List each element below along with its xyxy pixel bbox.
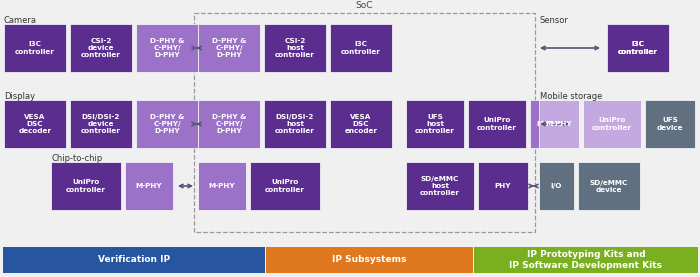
Bar	[583, 100, 641, 148]
Text: SD/eMMC
device: SD/eMMC device	[590, 179, 628, 193]
Text: SoC: SoC	[356, 1, 373, 10]
Text: D-PHY &
C-PHY/
D-PHY: D-PHY & C-PHY/ D-PHY	[150, 38, 184, 58]
Bar	[3, 247, 265, 273]
Text: Verification IP: Verification IP	[97, 255, 170, 265]
Bar	[70, 100, 132, 148]
Text: UFS
host
controller: UFS host controller	[415, 114, 455, 134]
Text: I3C
controller: I3C controller	[618, 42, 658, 55]
Text: VESA
DSC
encoder: VESA DSC encoder	[344, 114, 377, 134]
Bar	[474, 247, 698, 273]
Text: UniPro
controller: UniPro controller	[592, 117, 632, 130]
Bar	[198, 24, 260, 72]
Bar	[266, 247, 472, 273]
Text: Display: Display	[4, 92, 35, 101]
Text: M-PHY: M-PHY	[136, 183, 162, 189]
Text: Mobile storage: Mobile storage	[540, 92, 603, 101]
Text: I3C
controller: I3C controller	[618, 42, 658, 55]
Text: D-PHY &
C-PHY/
D-PHY: D-PHY & C-PHY/ D-PHY	[212, 114, 246, 134]
Text: CSI-2
device
controller: CSI-2 device controller	[81, 38, 121, 58]
Text: DSI/DSI-2
host
controller: DSI/DSI-2 host controller	[275, 114, 315, 134]
Text: VESA
DSC
decoder: VESA DSC decoder	[18, 114, 52, 134]
Text: Sensor: Sensor	[540, 16, 569, 25]
Text: I3C
controller: I3C controller	[15, 42, 55, 55]
Bar	[70, 24, 132, 72]
Bar	[330, 100, 392, 148]
Bar	[125, 162, 173, 210]
Text: IP Prototyping Kits and
IP Software Development Kits: IP Prototyping Kits and IP Software Deve…	[510, 250, 662, 270]
Text: M-PHY: M-PHY	[209, 183, 235, 189]
Text: Camera: Camera	[4, 16, 37, 25]
Bar	[136, 24, 198, 72]
Text: I3C
controller: I3C controller	[341, 42, 381, 55]
Text: UFS
device: UFS device	[657, 117, 683, 130]
Text: UniPro
controller: UniPro controller	[265, 179, 305, 193]
Bar	[4, 100, 66, 148]
Text: IP Subsystems: IP Subsystems	[332, 255, 407, 265]
Text: UniPro
controller: UniPro controller	[477, 117, 517, 130]
Bar	[578, 162, 640, 210]
Text: D-PHY &
C-PHY/
D-PHY: D-PHY & C-PHY/ D-PHY	[150, 114, 184, 134]
Text: UniPro
controller: UniPro controller	[66, 179, 106, 193]
Bar	[330, 24, 392, 72]
Bar	[468, 100, 526, 148]
Bar	[478, 162, 528, 210]
Text: SD/eMMC
host
controller: SD/eMMC host controller	[420, 176, 460, 196]
Text: DSI/DSI-2
device
controller: DSI/DSI-2 device controller	[81, 114, 121, 134]
Bar	[539, 100, 579, 148]
Bar	[539, 162, 574, 210]
Bar	[4, 24, 66, 72]
Bar	[530, 100, 570, 148]
Bar	[607, 24, 669, 72]
Bar	[645, 100, 695, 148]
Bar	[198, 100, 260, 148]
Text: D-PHY &
C-PHY/
D-PHY: D-PHY & C-PHY/ D-PHY	[212, 38, 246, 58]
Bar	[607, 24, 669, 72]
Bar	[51, 162, 121, 210]
Bar	[264, 100, 326, 148]
Text: PHY: PHY	[495, 183, 511, 189]
Text: Chip-to-chip: Chip-to-chip	[51, 154, 102, 163]
Bar	[406, 162, 474, 210]
Bar	[264, 24, 326, 72]
Bar	[136, 100, 198, 148]
Text: I/O: I/O	[551, 183, 562, 189]
Text: M-PHY: M-PHY	[546, 121, 573, 127]
Bar	[250, 162, 320, 210]
Bar	[406, 100, 464, 148]
Bar	[194, 13, 535, 232]
Text: M-PHY: M-PHY	[537, 121, 564, 127]
Text: CSI-2
host
controller: CSI-2 host controller	[275, 38, 315, 58]
Bar	[198, 162, 246, 210]
